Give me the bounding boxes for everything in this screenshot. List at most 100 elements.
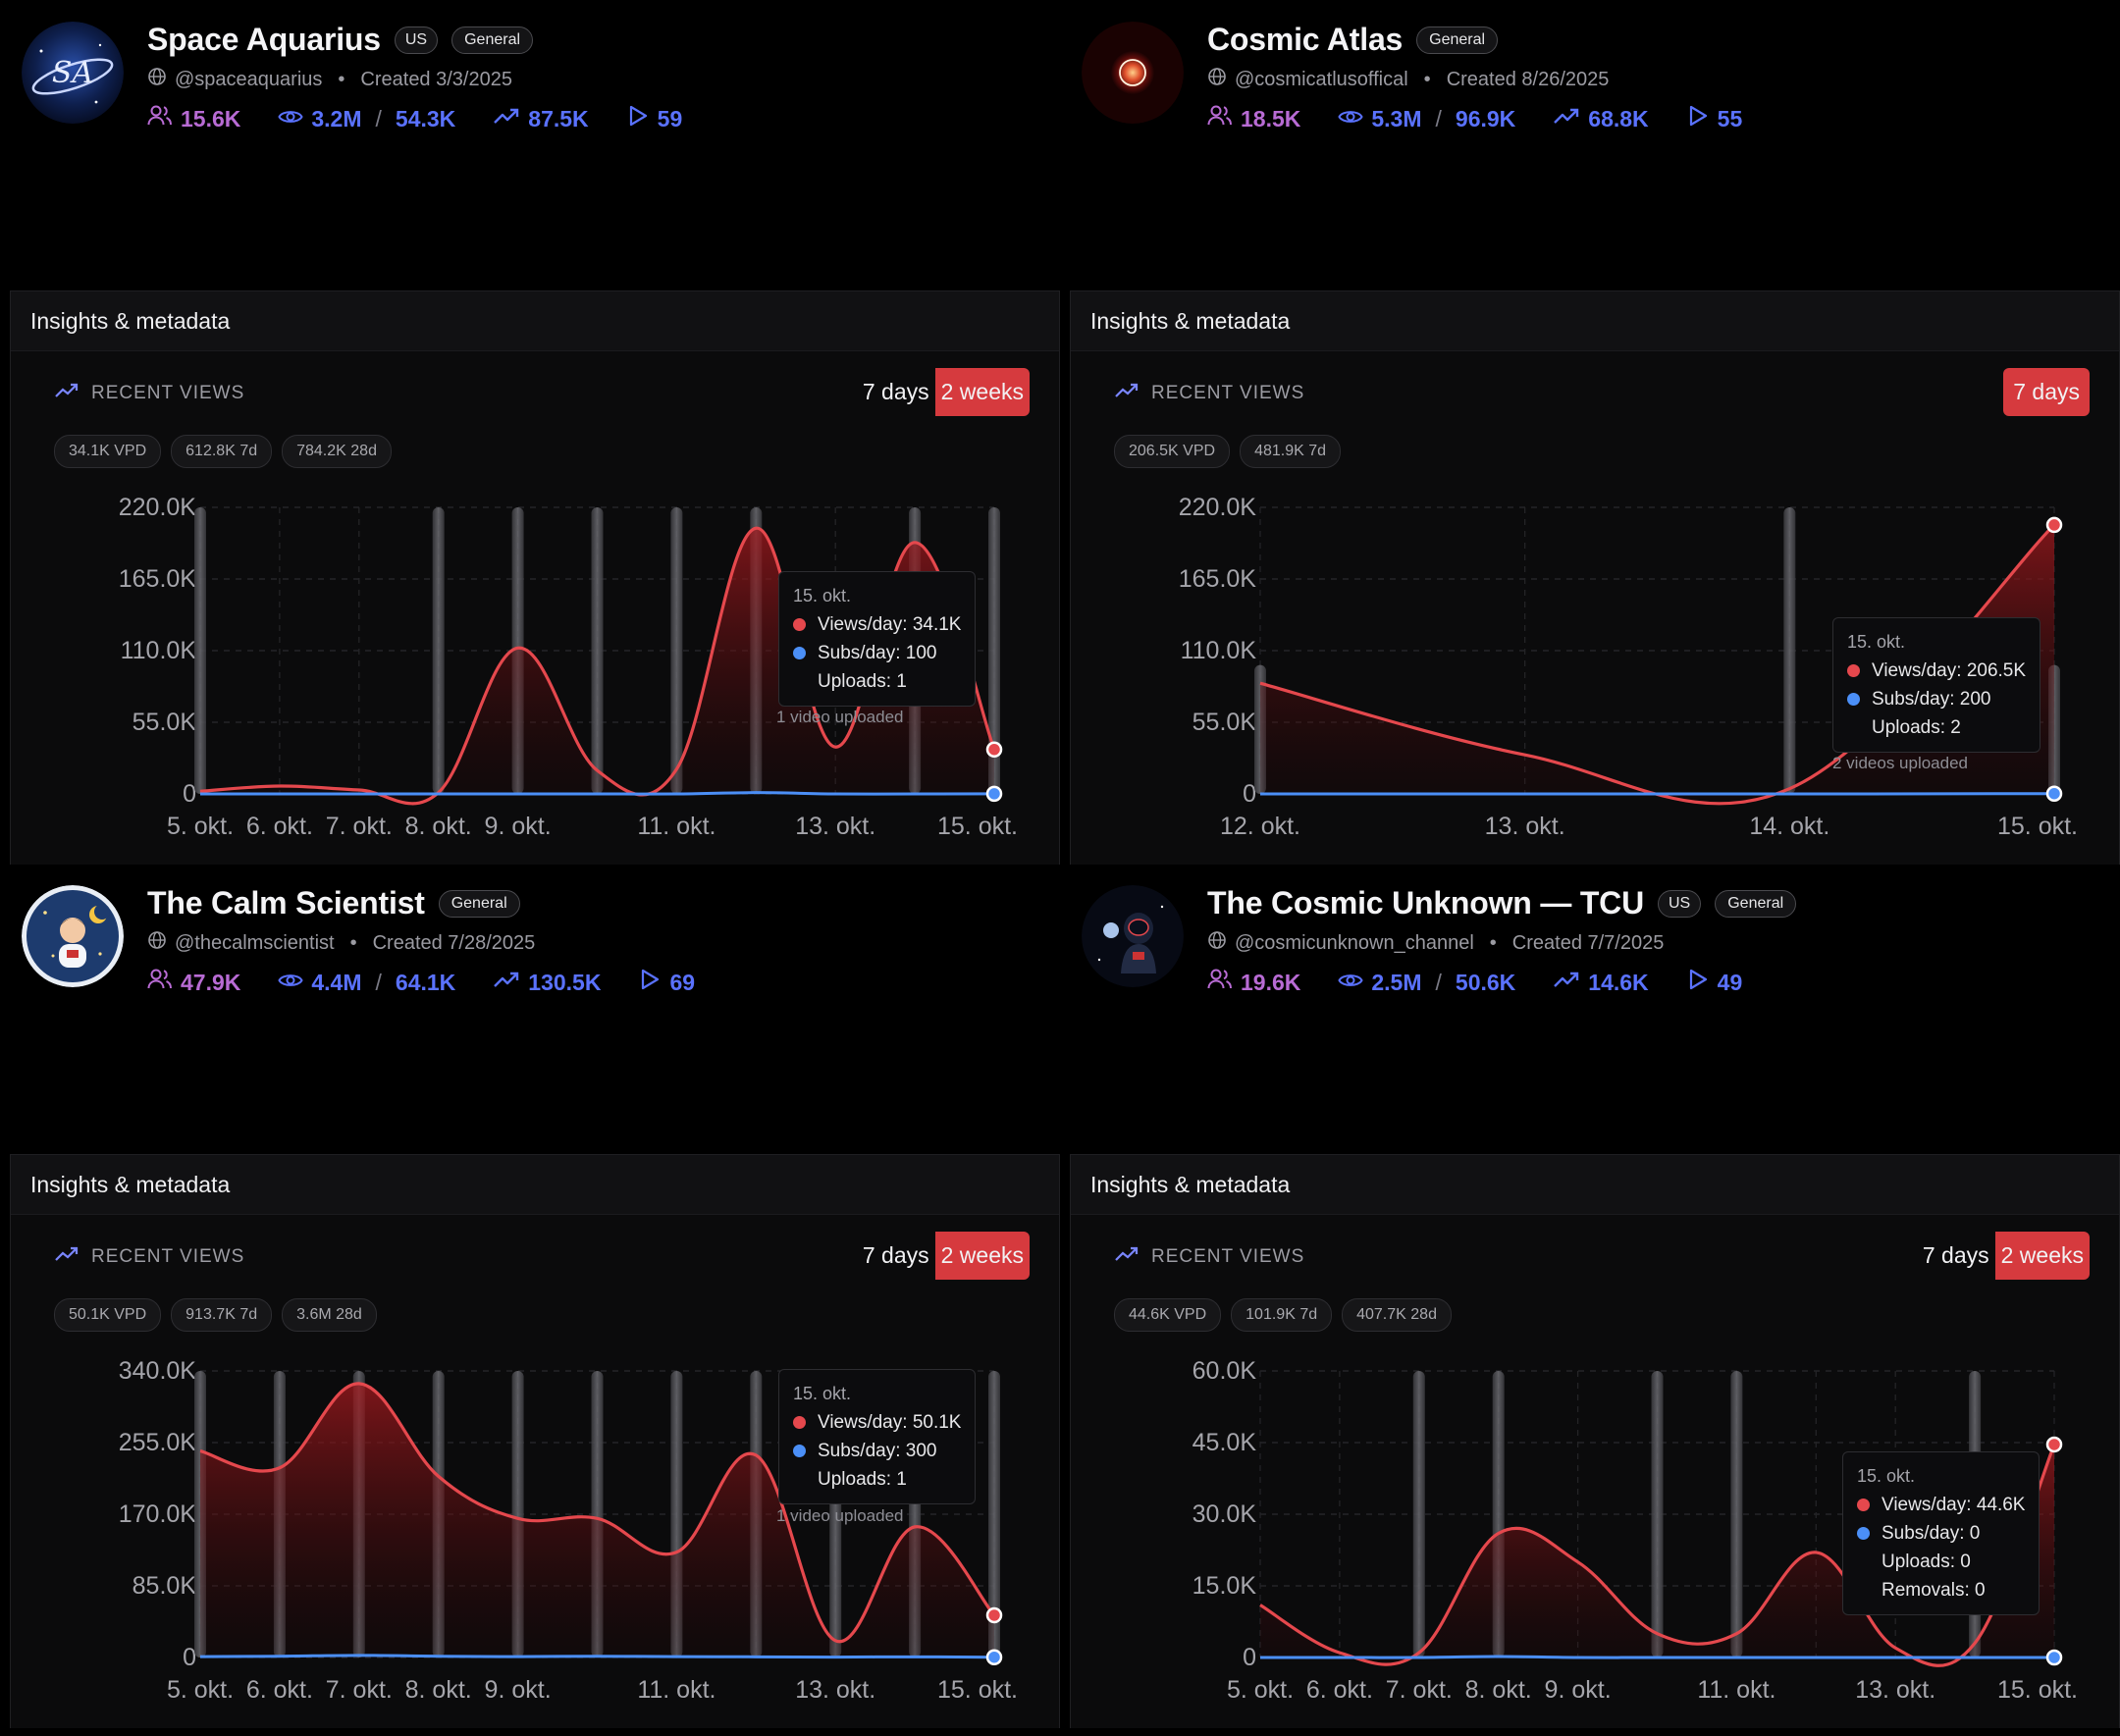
- chart-tooltip: 15. okt. Views/day: 50.1K Subs/day: 300 …: [778, 1369, 977, 1504]
- subs-bullet: [1857, 1527, 1870, 1540]
- vpd-chip: 206.5K VPD: [1114, 435, 1231, 468]
- insights-panel: Insights & metadata RECENT VIEWS 7 days …: [10, 290, 1060, 865]
- upload-bar[interactable]: [1412, 1371, 1425, 1657]
- x-tick-label: 9. okt.: [1545, 1676, 1612, 1704]
- range-7-days[interactable]: 7 days: [1917, 1233, 1995, 1279]
- trend-stat: 68.8K: [1553, 106, 1649, 132]
- trending-up-icon: [1553, 106, 1580, 132]
- range-2-weeks[interactable]: 2 weeks: [1994, 1232, 2090, 1280]
- metric-chips: 50.1K VPD 913.7K 7d 3.6M 28d: [54, 1298, 377, 1332]
- channel-name[interactable]: The Cosmic Unknown — TCU: [1207, 885, 1644, 921]
- chart-tooltip: 15. okt. Views/day: 34.1K Subs/day: 100 …: [778, 571, 977, 707]
- x-tick-label: 8. okt.: [405, 1676, 472, 1704]
- views-point[interactable]: [2045, 516, 2063, 534]
- views-chart[interactable]: 0 55.0K 110.0K 165.0K 220.0K 12. okt. 13. okt.…: [1071, 291, 2119, 865]
- recent-views-label: RECENT VIEWS: [91, 1246, 245, 1267]
- range-2-weeks[interactable]: 2 weeks: [934, 1232, 1030, 1280]
- chart-tooltip: 15. okt. Views/day: 206.5K Subs/day: 200…: [1832, 617, 2041, 753]
- channel-avatar[interactable]: [22, 885, 124, 987]
- upload-bar[interactable]: [591, 507, 604, 794]
- x-tick-label: 11. okt.: [637, 813, 716, 840]
- y-tick-label: 45.0K: [1192, 1429, 1257, 1456]
- upload-bar[interactable]: [988, 507, 1000, 794]
- subs-point[interactable]: [985, 1649, 1003, 1665]
- panel-title: Insights & metadata: [1090, 307, 1291, 334]
- y-tick-label: 220.0K: [1179, 494, 1257, 521]
- upload-bar[interactable]: [1651, 1371, 1664, 1657]
- trend-stat: 87.5K: [493, 106, 589, 132]
- range-7-days[interactable]: 7 days: [2003, 368, 2090, 416]
- tooltip-removals: 0: [1975, 1580, 1986, 1601]
- range-toggle: 7 days 2 weeks: [857, 368, 1030, 416]
- upload-bar[interactable]: [1783, 507, 1796, 794]
- range-toggle: 7 days 2 weeks: [857, 1232, 1030, 1280]
- x-tick-label: 6. okt.: [1306, 1676, 1373, 1704]
- upload-bar[interactable]: [1730, 1371, 1743, 1657]
- 7d-chip: 101.9K 7d: [1231, 1298, 1333, 1332]
- views-point[interactable]: [985, 1606, 1003, 1624]
- x-tick-label: 6. okt.: [246, 1676, 313, 1704]
- views-stat: 4.4M/64.1K: [278, 970, 455, 996]
- channel-stats: 47.9K 4.4M/64.1K 130.5K 69: [147, 968, 732, 997]
- channel-meta: @cosmicatlusoffical • Created 8/26/2025: [1207, 67, 1609, 92]
- 28d-chip: 784.2K 28d: [282, 435, 392, 468]
- y-tick-label: 0: [183, 780, 196, 808]
- tooltip-subs: 300: [905, 1441, 937, 1461]
- views-point[interactable]: [2045, 1436, 2063, 1453]
- y-tick-label: 0: [1243, 1644, 1256, 1671]
- upload-annotation: 1 video uploaded: [776, 1506, 904, 1525]
- recent-views-label: RECENT VIEWS: [1151, 1246, 1305, 1267]
- x-tick-label: 15. okt.: [937, 1676, 1018, 1704]
- views-bullet: [1847, 664, 1860, 677]
- channel-name[interactable]: Cosmic Atlas: [1207, 22, 1404, 57]
- channel-handle[interactable]: @cosmicunknown_channel: [1235, 931, 1474, 954]
- views-point[interactable]: [985, 741, 1003, 758]
- views-bullet: [793, 618, 806, 631]
- y-tick-label: 85.0K: [132, 1572, 197, 1600]
- channel-avatar[interactable]: SA: [22, 22, 124, 124]
- metric-chips: 206.5K VPD 481.9K 7d: [1114, 435, 1342, 468]
- views-bullet: [1857, 1499, 1870, 1511]
- upload-bar[interactable]: [988, 1371, 1000, 1657]
- y-tick-label: 165.0K: [119, 565, 197, 593]
- upload-bar[interactable]: [670, 507, 683, 794]
- recent-views-label: RECENT VIEWS: [1151, 383, 1305, 403]
- 7d-chip: 481.9K 7d: [1240, 435, 1342, 468]
- 28d-chip: 3.6M 28d: [282, 1298, 377, 1332]
- upload-bar[interactable]: [194, 507, 206, 794]
- views-line: [199, 1382, 996, 1644]
- views-chart[interactable]: 0 85.0K 170.0K 255.0K 340.0K 5. okt. 6. okt. 7.…: [11, 1155, 1059, 1728]
- category-badge: General: [1715, 889, 1797, 918]
- views-chart[interactable]: 0 15.0K 30.0K 45.0K 60.0K 5. okt. 6. okt. 7. ok…: [1071, 1155, 2119, 1728]
- range-7-days[interactable]: 7 days: [857, 1233, 935, 1279]
- 28d-chip: 407.7K 28d: [1342, 1298, 1452, 1332]
- channel-handle[interactable]: @cosmicatlusoffical: [1235, 68, 1408, 90]
- channel-handle[interactable]: @thecalmscientist: [175, 931, 335, 954]
- channel-stats: 19.6K 2.5M/50.6K 14.6K 49: [1207, 968, 1779, 997]
- subs-point[interactable]: [2045, 1649, 2063, 1666]
- views-line: [1259, 1444, 2056, 1667]
- users-icon: [147, 104, 173, 133]
- channel-avatar[interactable]: [1082, 22, 1184, 124]
- channel-name[interactable]: The Calm Scientist: [147, 885, 425, 921]
- x-tick-label: 8. okt.: [1465, 1676, 1532, 1704]
- channel-stats: 15.6K 3.2M/54.3K 87.5K 59: [147, 104, 719, 133]
- tooltip-views: 50.1K: [912, 1412, 962, 1433]
- subs-point[interactable]: [985, 785, 1003, 803]
- panel-title: Insights & metadata: [1090, 1171, 1291, 1197]
- upload-bar[interactable]: [432, 507, 445, 794]
- channel-handle[interactable]: @spaceaquarius: [175, 68, 323, 90]
- chart-tooltip: 15. okt. Views/day: 44.6K Subs/day: 0 Up…: [1842, 1451, 2040, 1615]
- country-badge: US: [394, 26, 439, 54]
- views-stat: 5.3M/96.9K: [1338, 106, 1515, 132]
- trending-up-icon: [54, 382, 80, 405]
- channel-avatar[interactable]: [1082, 885, 1184, 987]
- subs-point[interactable]: [2045, 785, 2063, 802]
- x-tick-label: 13. okt.: [1855, 1676, 1935, 1704]
- tooltip-uploads: 2: [1950, 717, 1961, 738]
- eye-icon: [1338, 970, 1364, 996]
- channel-name[interactable]: Space Aquarius: [147, 22, 381, 57]
- subscribers-stat: 15.6K: [147, 104, 240, 133]
- range-2-weeks[interactable]: 2 weeks: [934, 368, 1030, 416]
- range-7-days[interactable]: 7 days: [857, 369, 935, 415]
